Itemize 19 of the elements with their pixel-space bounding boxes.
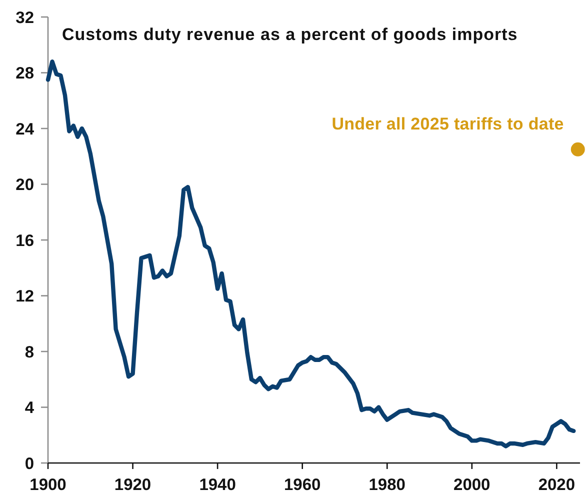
- y-tick-label: 16: [16, 232, 34, 250]
- text: Customs duty revenue as a percent of goods imports: [62, 25, 518, 44]
- series-label: Under all 2025 tariffs to date: [332, 114, 564, 134]
- y-tick-label: 8: [24, 343, 34, 362]
- x-tick-label: 2020: [538, 476, 576, 493]
- x-tick-label: 2000: [454, 476, 490, 493]
- line-series: [46, 60, 576, 448]
- y-tick-label: 24: [16, 120, 35, 138]
- y-tick-label: 0: [24, 454, 34, 473]
- x-tick-label: 1940: [199, 476, 236, 493]
- x-tick-label: 1920: [114, 476, 152, 493]
- y-tick-label: 20: [16, 176, 34, 194]
- y-tick-label: 28: [16, 64, 34, 83]
- y-tick-label: 4: [24, 399, 35, 418]
- y-tick-label: 32: [16, 8, 34, 27]
- x-tick-label: 1900: [30, 476, 66, 493]
- x-tick-label: 1960: [284, 476, 321, 493]
- x-tick-label: 1980: [368, 476, 406, 493]
- y-tick-label: 12: [16, 288, 34, 306]
